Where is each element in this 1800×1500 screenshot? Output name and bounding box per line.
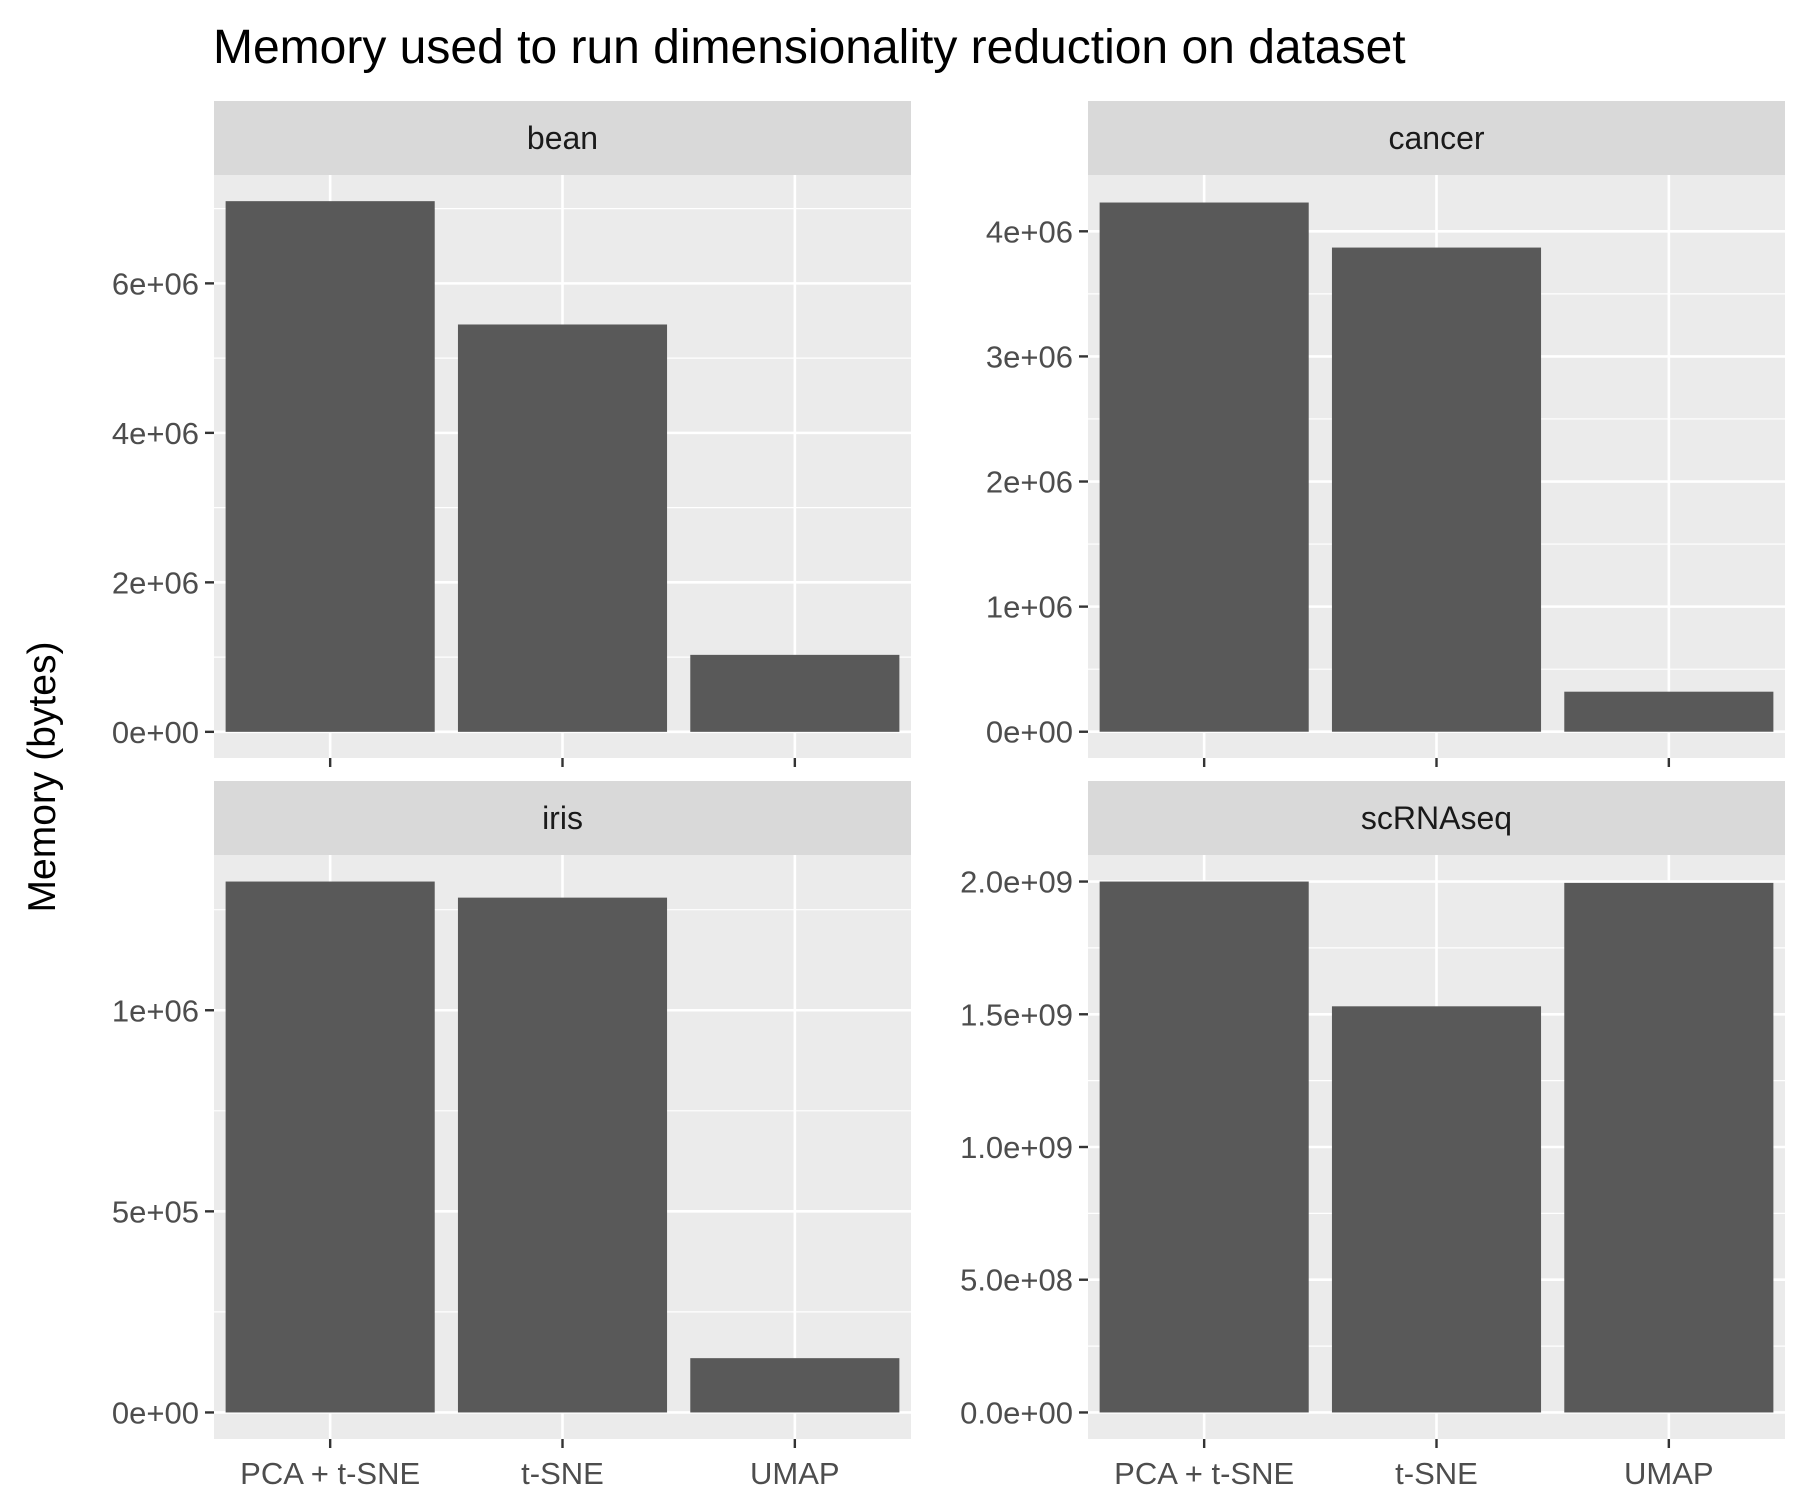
y-tick-label: 1.0e+09 [960,1130,1073,1165]
y-tick-label: 1.5e+09 [960,997,1073,1032]
facet-strip-label: iris [542,800,583,836]
bar-bean-pca-t-sne [225,201,435,732]
facet-strip-scrnaseq [1088,781,1785,855]
x-tick-label: t-SNE [1395,1456,1478,1491]
facet-iris: iris 0e+00 5e+05 1e+06 PCA + t-SNE t-SNE UMAP [112,781,911,1491]
bar-cancer-t-sne [1331,247,1542,732]
facet-bean: bean 0e+00 2e+06 4e+06 6e+06 [112,101,911,767]
bar-scrnaseq-pca-t-sne [1099,881,1309,1413]
x-tick-label: PCA + t-SNE [1114,1456,1294,1491]
y-tick-label: 4e+06 [112,416,199,451]
facet-strip-label: scRNAseq [1361,800,1512,836]
bar-bean-umap [690,654,900,732]
bar-cancer-pca-t-sne [1099,202,1309,732]
y-tick-label: 2e+06 [986,465,1073,500]
bar-bean-t-sne [457,324,668,732]
facet-strip-label: cancer [1388,120,1484,156]
y-tick-label: 0e+00 [112,1395,199,1430]
chart-title: Memory used to run dimensionality reduct… [213,21,1406,74]
y-tick-label: 1e+06 [112,993,199,1028]
y-tick-label: 5e+05 [112,1194,199,1229]
facet-strip-bean [214,101,911,175]
bar-scrnaseq-t-sne [1331,1006,1542,1413]
bar-cancer-umap [1564,691,1774,732]
x-tick-label: UMAP [750,1456,840,1491]
y-tick-label: 2.0e+09 [960,865,1073,900]
y-tick-label: 5.0e+08 [960,1263,1073,1298]
bar-iris-pca-t-sne [225,881,435,1413]
x-tick-label: PCA + t-SNE [240,1456,420,1491]
y-tick-label: 4e+06 [986,214,1073,249]
facet-scrnaseq: scRNAseq 0.0e+00 5.0e+08 1.0e+09 1.5e+09 2.0e… [960,781,1785,1491]
y-tick-label: 2e+06 [112,565,199,600]
x-tick-label: UMAP [1624,1456,1714,1491]
facet-strip-cancer [1088,101,1785,175]
y-tick-label: 0e+00 [112,715,199,750]
y-tick-label: 0e+00 [986,715,1073,750]
facet-panels: bean 0e+00 2e+06 4e+06 6e+06 cancer 0e+00 1e+06… [112,101,1785,1491]
facet-strip-iris [214,781,911,855]
facet-cancer: cancer 0e+00 1e+06 2e+06 3e+06 4e+06 [986,101,1785,767]
bar-iris-t-sne [457,897,668,1413]
y-tick-label: 1e+06 [986,590,1073,625]
x-tick-label: t-SNE [521,1456,604,1491]
facet-strip-label: bean [527,120,598,156]
y-axis-label: Memory (bytes) [21,642,64,913]
bar-scrnaseq-umap [1564,882,1774,1413]
bar-iris-umap [690,1358,900,1413]
y-tick-label: 0.0e+00 [960,1395,1073,1430]
y-tick-label: 3e+06 [986,339,1073,374]
y-tick-label: 6e+06 [112,266,199,301]
